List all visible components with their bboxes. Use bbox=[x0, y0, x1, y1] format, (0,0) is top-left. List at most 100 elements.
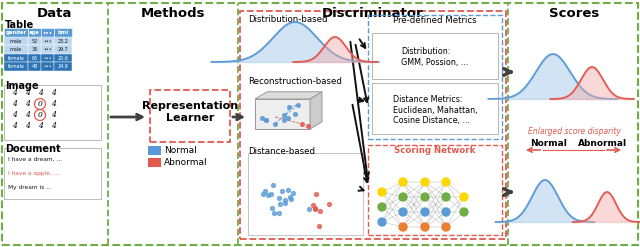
Text: 29.7: 29.7 bbox=[58, 47, 68, 52]
Point bbox=[297, 122, 307, 126]
Text: 65: 65 bbox=[31, 56, 38, 61]
Point bbox=[279, 118, 289, 122]
Text: 4: 4 bbox=[12, 89, 17, 97]
Text: bmi: bmi bbox=[58, 30, 68, 35]
Point bbox=[303, 207, 314, 211]
Point bbox=[284, 116, 294, 120]
Polygon shape bbox=[255, 92, 322, 99]
Point bbox=[282, 188, 292, 192]
Circle shape bbox=[460, 193, 468, 201]
Point bbox=[289, 112, 300, 116]
Point bbox=[275, 202, 285, 206]
Point bbox=[274, 196, 284, 200]
Circle shape bbox=[421, 178, 429, 186]
Point bbox=[303, 124, 313, 128]
Point bbox=[285, 195, 295, 199]
Text: Table: Table bbox=[5, 20, 35, 30]
Circle shape bbox=[399, 178, 407, 186]
Text: 4: 4 bbox=[12, 111, 17, 119]
Text: female: female bbox=[8, 56, 24, 61]
Circle shape bbox=[378, 218, 386, 226]
Point bbox=[286, 197, 296, 201]
Text: Distribution:
GMM, Possion, ...: Distribution: GMM, Possion, ... bbox=[401, 47, 468, 67]
Bar bbox=[372, 83, 498, 134]
Bar bbox=[4, 148, 101, 199]
Text: 0: 0 bbox=[38, 111, 42, 119]
Text: 24.9: 24.9 bbox=[58, 64, 68, 69]
Point bbox=[267, 206, 277, 210]
Text: 36: 36 bbox=[31, 47, 38, 52]
Point bbox=[280, 198, 290, 202]
Bar bbox=[4, 62, 28, 71]
Text: 48: 48 bbox=[31, 64, 38, 69]
Text: 4: 4 bbox=[51, 100, 56, 108]
Point bbox=[270, 122, 280, 125]
Text: Scores: Scores bbox=[549, 7, 599, 20]
Text: •••: ••• bbox=[43, 56, 52, 61]
Point bbox=[279, 113, 289, 117]
Bar bbox=[28, 54, 41, 62]
Text: 4: 4 bbox=[12, 100, 17, 108]
Polygon shape bbox=[310, 92, 322, 129]
Text: Methods: Methods bbox=[141, 7, 205, 20]
Text: •••: ••• bbox=[43, 47, 52, 52]
Bar bbox=[148, 158, 161, 167]
Point bbox=[308, 203, 318, 207]
Bar bbox=[54, 37, 72, 45]
Bar bbox=[372, 33, 498, 79]
Point bbox=[310, 207, 320, 211]
Text: Data: Data bbox=[36, 7, 72, 20]
Point bbox=[260, 189, 270, 193]
Text: 4: 4 bbox=[24, 89, 29, 97]
Point bbox=[261, 118, 271, 122]
Text: Scoring Network: Scoring Network bbox=[394, 146, 476, 155]
Bar bbox=[41, 28, 54, 37]
Point bbox=[257, 116, 268, 120]
Bar bbox=[41, 62, 54, 71]
Point bbox=[258, 192, 268, 196]
Circle shape bbox=[421, 223, 429, 231]
Text: 20.6: 20.6 bbox=[58, 56, 68, 61]
Text: •••: ••• bbox=[43, 64, 52, 69]
Text: 52: 52 bbox=[31, 39, 38, 44]
Circle shape bbox=[442, 223, 450, 231]
Text: Image: Image bbox=[5, 81, 38, 91]
Bar bbox=[28, 28, 41, 37]
Bar bbox=[4, 28, 28, 37]
Bar bbox=[4, 45, 28, 54]
Bar bbox=[28, 37, 41, 45]
Circle shape bbox=[378, 203, 386, 211]
Circle shape bbox=[421, 193, 429, 201]
Text: 4: 4 bbox=[12, 122, 17, 130]
Text: gender: gender bbox=[5, 30, 27, 35]
Circle shape bbox=[442, 178, 450, 186]
Text: Document: Document bbox=[5, 144, 61, 154]
Text: Pre-defined Metrics: Pre-defined Metrics bbox=[393, 16, 477, 25]
Point bbox=[315, 208, 325, 212]
Text: Distance Metrics:
Euclidean, Mahattan,
Cosine Distance, ...: Distance Metrics: Euclidean, Mahattan, C… bbox=[393, 95, 477, 125]
Bar bbox=[54, 62, 72, 71]
Bar bbox=[28, 62, 41, 71]
Bar bbox=[4, 54, 28, 62]
Point bbox=[266, 192, 276, 196]
Text: •••: ••• bbox=[42, 30, 52, 35]
Text: Abnormal: Abnormal bbox=[579, 139, 628, 148]
Text: female: female bbox=[8, 64, 24, 69]
Point bbox=[324, 202, 335, 206]
Point bbox=[261, 118, 271, 122]
Circle shape bbox=[460, 208, 468, 216]
Text: 4: 4 bbox=[51, 122, 56, 130]
Text: Abnormal: Abnormal bbox=[164, 158, 207, 167]
Point bbox=[269, 211, 279, 215]
Text: 4: 4 bbox=[38, 89, 42, 97]
Point bbox=[311, 192, 321, 196]
Text: Enlarged score disparity: Enlarged score disparity bbox=[527, 127, 620, 136]
Circle shape bbox=[399, 193, 407, 201]
Text: Normal: Normal bbox=[164, 146, 196, 155]
Text: 23.2: 23.2 bbox=[58, 39, 68, 44]
Text: •••: ••• bbox=[43, 39, 52, 44]
Bar bbox=[41, 45, 54, 54]
Point bbox=[263, 193, 273, 197]
Text: 4: 4 bbox=[24, 111, 29, 119]
Point bbox=[288, 191, 298, 195]
